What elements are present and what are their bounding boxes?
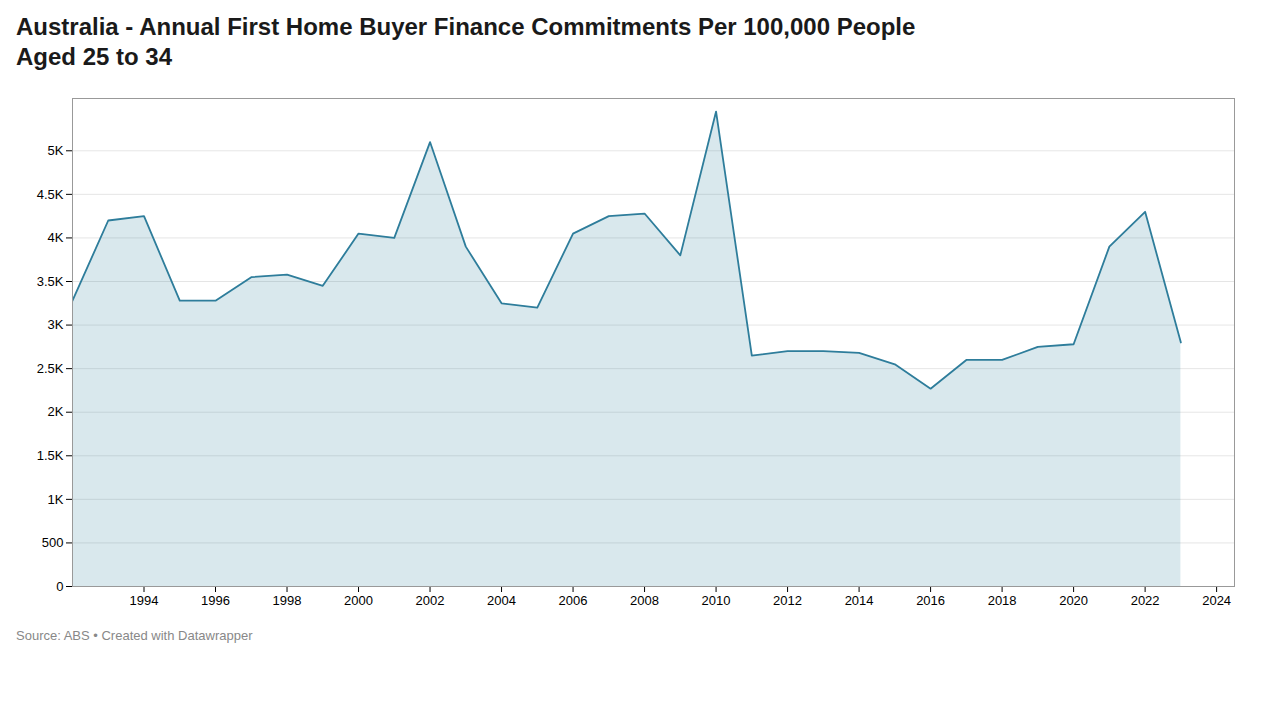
svg-text:2010: 2010 — [702, 593, 731, 608]
svg-text:2004: 2004 — [487, 593, 516, 608]
html-text:Source: ABS • Created with Dat: Source: ABS • Created with Datawrapper — [16, 628, 253, 643]
svg-text:2K: 2K — [48, 404, 64, 419]
svg-text:3.5K: 3.5K — [37, 274, 64, 289]
svg-text:2000: 2000 — [344, 593, 373, 608]
svg-text:1998: 1998 — [273, 593, 302, 608]
svg-text:2006: 2006 — [559, 593, 588, 608]
svg-text:2002: 2002 — [416, 593, 445, 608]
svg-text:4.5K: 4.5K — [37, 187, 64, 202]
svg-text:4K: 4K — [48, 230, 64, 245]
svg-text:5K: 5K — [48, 143, 64, 158]
svg-text:2.5K: 2.5K — [37, 361, 64, 376]
svg-text:0: 0 — [56, 579, 63, 594]
html-text:Australia - Annual First Home: Australia - Annual First Home Buyer Fina… — [16, 13, 916, 70]
svg-text:1.5K: 1.5K — [37, 448, 64, 463]
svg-text:1K: 1K — [48, 492, 64, 507]
svg-text:3K: 3K — [48, 317, 64, 332]
svg-text:2014: 2014 — [845, 593, 874, 608]
svg-text:2024: 2024 — [1202, 593, 1231, 608]
svg-text:2022: 2022 — [1131, 593, 1160, 608]
svg-text:1994: 1994 — [130, 593, 159, 608]
svg-text:2020: 2020 — [1059, 593, 1088, 608]
svg-text:1996: 1996 — [201, 593, 230, 608]
svg-text:2012: 2012 — [773, 593, 802, 608]
svg-text:2008: 2008 — [630, 593, 659, 608]
svg-text:2018: 2018 — [988, 593, 1017, 608]
svg-text:2016: 2016 — [916, 593, 945, 608]
svg-text:500: 500 — [42, 535, 64, 550]
